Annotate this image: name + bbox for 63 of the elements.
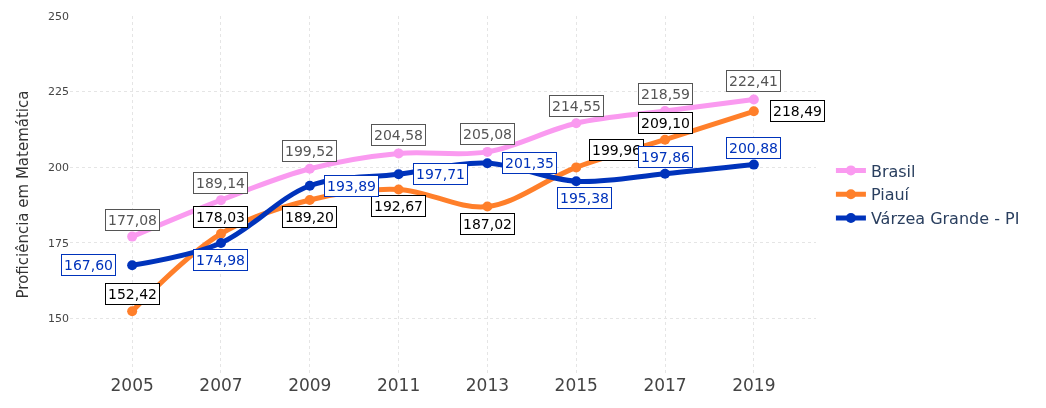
data-label: 174,98 — [196, 252, 245, 268]
point — [304, 180, 315, 191]
x-tick-label: 2015 — [554, 375, 598, 395]
point — [571, 176, 582, 187]
point — [127, 306, 138, 317]
point — [127, 231, 138, 242]
data-label: 193,89 — [327, 178, 376, 194]
data-label: 218,59 — [641, 86, 690, 102]
point — [748, 106, 759, 117]
point — [215, 237, 226, 248]
point — [748, 159, 759, 170]
point — [482, 158, 493, 169]
point — [660, 168, 671, 179]
point — [215, 228, 226, 239]
data-label: 152,42 — [108, 286, 157, 302]
point — [571, 162, 582, 173]
x-tick-label: 2011 — [376, 375, 421, 395]
legend-label: Várzea Grande - PI — [870, 209, 1020, 229]
data-label: 195,38 — [560, 190, 609, 206]
data-label: 187,02 — [463, 216, 512, 232]
data-label: 209,10 — [641, 115, 690, 131]
x-tick-label: 2017 — [643, 375, 687, 395]
data-label: 197,71 — [416, 166, 465, 182]
point — [127, 260, 138, 271]
data-label: 197,86 — [641, 149, 691, 165]
data-label: 222,41 — [729, 73, 778, 89]
data-label: 189,20 — [285, 209, 334, 225]
data-label: 167,60 — [64, 257, 113, 273]
point — [304, 163, 315, 174]
y-tick-label: 250 — [48, 9, 69, 23]
x-tick-label: 2007 — [199, 375, 243, 395]
point — [482, 201, 493, 212]
data-label: 201,35 — [505, 155, 554, 171]
data-label: 189,14 — [196, 175, 246, 191]
x-tick-label: 2019 — [732, 375, 776, 395]
point — [482, 146, 493, 157]
y-tick-label: 150 — [48, 312, 69, 326]
x-tick-label: 2005 — [110, 375, 154, 395]
data-label: 199,52 — [285, 143, 334, 159]
point — [393, 184, 404, 195]
point — [660, 134, 671, 145]
point — [393, 169, 404, 180]
data-label: 214,55 — [552, 98, 601, 114]
legend-label: Piauí — [870, 185, 910, 205]
y-tick-label: 200 — [48, 161, 69, 175]
data-label: 204,58 — [374, 127, 423, 143]
y-tick-label: 175 — [48, 236, 69, 250]
data-label: 177,08 — [108, 212, 157, 228]
point — [304, 194, 315, 205]
y-axis-title: Proficiência em Matemática — [14, 90, 33, 299]
x-tick-label: 2009 — [288, 375, 332, 395]
data-label: 218,49 — [773, 103, 822, 119]
x-tick-label: 2013 — [465, 375, 510, 395]
data-label: 205,08 — [463, 126, 512, 142]
data-label: 192,67 — [374, 198, 423, 214]
data-label: 178,03 — [196, 209, 245, 225]
point — [393, 148, 404, 159]
point — [748, 94, 759, 105]
data-label: 200,88 — [729, 140, 778, 156]
point — [215, 195, 226, 206]
y-tick-label: 225 — [48, 85, 69, 99]
point — [571, 118, 582, 129]
legend-label: Brasil — [870, 161, 916, 181]
